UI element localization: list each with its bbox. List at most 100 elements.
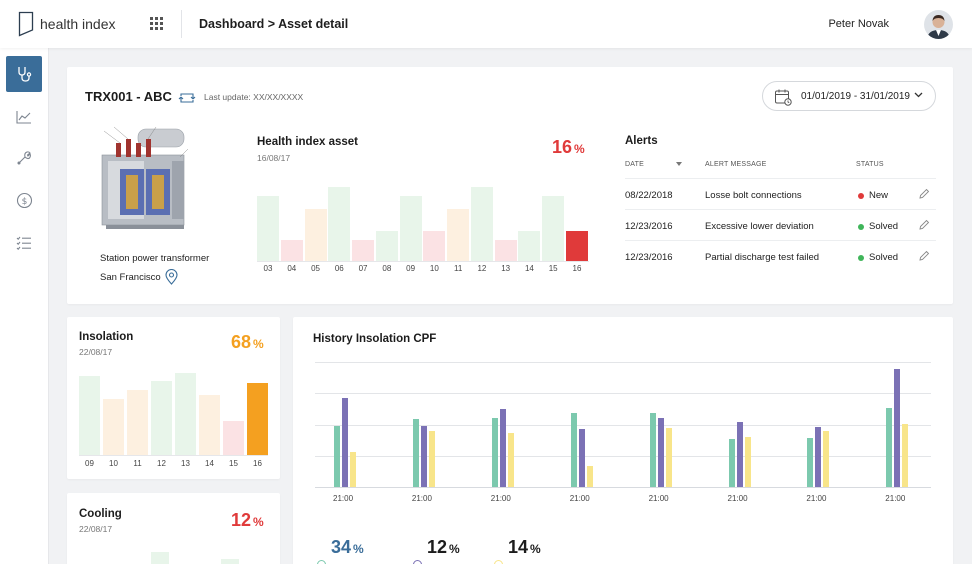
- insolation-tick-label: 10: [109, 459, 118, 468]
- history-card: History Insolation CPF 21:00 21:00 21:00 21…: [293, 317, 953, 564]
- health-bar-12: [470, 187, 493, 261]
- sort-down-icon: [676, 162, 683, 166]
- city-label: San Francisco: [100, 272, 161, 283]
- insolation-tick-label: 16: [253, 459, 262, 468]
- history-gridline: [315, 425, 931, 426]
- insolation-bar-16: [247, 383, 268, 455]
- history-bar-series-teal: [649, 413, 656, 487]
- insolation-bar-13: [175, 373, 196, 455]
- health-tick-label: 14: [524, 264, 534, 273]
- alert-row[interactable]: 12/23/2016 Partial discharge test failed S…: [625, 240, 936, 271]
- alert-status: New: [869, 190, 889, 201]
- edit-icon[interactable]: [918, 250, 930, 262]
- alert-status: Solved: [869, 252, 899, 263]
- history-bar-series-teal: [728, 439, 735, 487]
- kpi-1-value: 34: [331, 537, 352, 557]
- history-tick-label: 21:00: [411, 494, 432, 503]
- alerts-header-status[interactable]: STATUS: [856, 161, 884, 168]
- cooling-bar: [151, 552, 169, 564]
- alert-row[interactable]: 08/22/2018 Losse bolt connections New: [625, 178, 936, 209]
- alerts-title: Alerts: [625, 135, 658, 147]
- transformer-image: [101, 126, 189, 229]
- status-dot: [858, 193, 864, 199]
- insolation-bar-09: [79, 376, 100, 455]
- history-bar-series-yellow: [350, 452, 356, 487]
- app-logo[interactable]: health index: [18, 11, 116, 37]
- history-axis: [315, 487, 931, 488]
- history-gridline: [315, 362, 931, 363]
- kpi-2-value: 12: [427, 537, 448, 557]
- edit-icon[interactable]: [918, 219, 930, 231]
- alert-row[interactable]: 12/23/2016 Excessive lower deviation Solve…: [625, 209, 936, 240]
- app-name: health index: [40, 16, 116, 32]
- asset-card: TRX001 - ABC Last update: XX/XX/XXXX 01/…: [67, 67, 953, 304]
- date-range-picker[interactable]: 01/01/2019 - 31/01/2019: [762, 81, 936, 111]
- insolation-tick-label: 09: [85, 459, 94, 468]
- insolation-title: Insolation: [79, 331, 134, 343]
- kpi-3-unit: %: [530, 542, 541, 556]
- sync-icon[interactable]: [178, 92, 196, 104]
- legend-teal-dot: [317, 560, 326, 564]
- health-tick-label: 08: [382, 264, 392, 273]
- insolation-bar-11: [127, 390, 148, 455]
- sidebar-item-maintenance[interactable]: [6, 140, 42, 176]
- sidebar-item-analytics[interactable]: [6, 99, 42, 135]
- cooling-percent-unit: %: [253, 515, 264, 529]
- history-bar-series-yellow: [507, 433, 514, 487]
- insolation-chart-baseline: [79, 455, 268, 456]
- health-tick-label: 03: [263, 264, 273, 273]
- history-bar-series-purple: [894, 369, 901, 487]
- sidebar-item-tasks[interactable]: [6, 225, 42, 261]
- cooling-percent-value: 12: [231, 510, 252, 530]
- health-chart-title: Health index asset: [257, 136, 358, 148]
- history-tick-label: 21:00: [490, 494, 511, 503]
- alerts-header-message[interactable]: ALERT MESSAGE: [705, 161, 766, 168]
- top-bar: health index Dashboard > Asset detail Pe…: [0, 0, 972, 48]
- history-gridline: [315, 393, 931, 394]
- history-tick-label: 21:00: [806, 494, 827, 503]
- sidebar-item-costs[interactable]: $: [6, 182, 42, 218]
- sidebar-item-health[interactable]: [6, 56, 42, 92]
- history-title: History Insolation CPF: [313, 333, 437, 345]
- insolation-bar-12: [151, 381, 172, 455]
- avatar[interactable]: [924, 10, 953, 39]
- alert-date: 08/22/2018: [625, 190, 673, 201]
- svg-text:$: $: [21, 197, 27, 207]
- user-name[interactable]: Peter Novak: [828, 18, 889, 30]
- health-bar-09: [399, 196, 422, 261]
- health-tick-label: 12: [477, 264, 487, 273]
- alerts-header-date[interactable]: DATE: [625, 161, 683, 168]
- history-gridline: [315, 456, 931, 457]
- health-x-labels: 03 04 05 06 07 08 09 10 11 12 13 14 15 16: [257, 264, 589, 273]
- health-tick-label: 16: [572, 264, 582, 273]
- insolation-bar-14: [199, 395, 220, 455]
- insolation-bar-10: [103, 399, 124, 455]
- kpi-1-unit: %: [353, 542, 364, 556]
- health-tick-label: 07: [358, 264, 368, 273]
- location-pin-icon[interactable]: [165, 269, 178, 285]
- logo-icon: [18, 11, 34, 37]
- status-dot: [858, 224, 864, 230]
- insolation-x-labels: 09 10 11 12 13 14 15 16: [79, 459, 268, 468]
- kpi-3-value: 14: [508, 537, 529, 557]
- health-bar-14: [518, 231, 541, 261]
- cooling-bar: [221, 559, 239, 564]
- history-bar-series-yellow: [665, 428, 672, 487]
- insolation-tick-label: 11: [133, 459, 142, 468]
- apps-grid-icon[interactable]: [150, 17, 163, 30]
- alerts-header-message-label: ALERT MESSAGE: [705, 161, 767, 168]
- insolation-tick-label: 13: [181, 459, 190, 468]
- checklist-icon: [16, 236, 31, 250]
- history-bar-series-yellow: [823, 431, 830, 487]
- edit-icon[interactable]: [918, 188, 930, 200]
- status-dot: [858, 255, 864, 261]
- legend-purple-dot: [413, 560, 422, 564]
- insolation-percent-value: 68: [231, 332, 252, 352]
- breadcrumb[interactable]: Dashboard > Asset detail: [199, 17, 349, 31]
- insolation-tick-label: 15: [229, 459, 238, 468]
- history-tick-label: 21:00: [569, 494, 590, 503]
- alerts-header-status-label: STATUS: [856, 161, 884, 168]
- health-bar-chart: [257, 169, 589, 261]
- history-bar-series-purple: [657, 418, 664, 487]
- health-percent-value: 16: [552, 137, 573, 157]
